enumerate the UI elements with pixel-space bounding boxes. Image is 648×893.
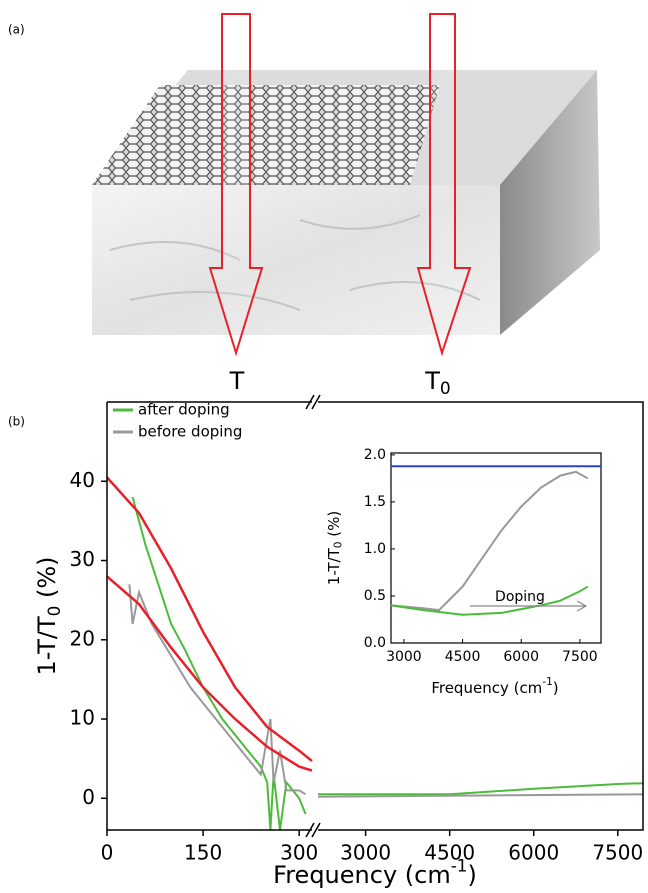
panel-label: (a) — [8, 23, 25, 37]
graphene-layer — [92, 85, 440, 185]
y-tick-label: 1.5 — [364, 494, 386, 510]
data-line — [390, 470, 589, 612]
x-tick-label: 150 — [184, 841, 222, 865]
data-line — [106, 575, 313, 772]
x-tick-label: 4500 — [445, 649, 481, 665]
axis-label: 1-T/T0 (%) — [325, 511, 345, 585]
axis-label-text: Frequency (cm — [431, 679, 542, 697]
data-line — [131, 496, 644, 831]
axis-label: Frequency (cm-1) — [431, 676, 558, 697]
x-tick-label: 7500 — [592, 841, 643, 865]
y-tick-label: 1.0 — [364, 541, 386, 557]
x-tick-label: 6000 — [503, 649, 539, 665]
axis-label-text: ) — [467, 861, 476, 889]
annotation-arrow — [470, 600, 588, 612]
x-tick-label: 7500 — [562, 649, 598, 665]
x-tick-label: 3000 — [386, 649, 422, 665]
data-line — [128, 584, 644, 798]
axis-label: 1-T/T0 (%) — [33, 557, 64, 676]
axis-label-text: (%) — [325, 511, 343, 542]
panel-label: (b) — [8, 415, 25, 429]
axis-label-sup: -1 — [542, 676, 552, 688]
y-tick-label: 0.0 — [364, 635, 386, 651]
legend-label: before doping — [138, 423, 242, 441]
arrow-label-base: T — [424, 367, 440, 395]
x-tick-label: 300 — [280, 841, 318, 865]
arrows — [208, 13, 472, 357]
x-tick-label: 3000 — [340, 841, 391, 865]
legend-label: after doping — [138, 401, 230, 419]
y-tick-label: 40 — [70, 468, 95, 492]
axis-label-text: ) — [553, 679, 559, 697]
y-tick-label: 2.0 — [364, 447, 386, 463]
axis-label-sup: -1 — [451, 855, 468, 875]
inset-frame — [390, 452, 602, 644]
y-tick-label: 20 — [70, 626, 95, 650]
axis-label-sub: 0 — [44, 606, 64, 617]
axis-break — [305, 394, 321, 838]
axis-label-text: Frequency (cm — [273, 861, 451, 889]
y-tick-label: 30 — [70, 547, 95, 571]
arrow-label: T — [229, 367, 245, 395]
arrow-label-sub: 0 — [440, 379, 451, 399]
axis-label: Frequency (cm-1) — [273, 855, 477, 889]
x-tick-label: 0 — [101, 841, 114, 865]
axis-frame — [106, 401, 644, 831]
axis-label-text: 1-T/T — [33, 616, 61, 675]
data-line — [106, 476, 313, 762]
axis-label-text: 1-T/T — [325, 547, 343, 585]
arrow-label: T0 — [424, 367, 451, 399]
data-line — [390, 585, 589, 616]
y-tick-label: 0.5 — [364, 588, 386, 604]
y-tick-label: 10 — [70, 706, 95, 730]
annotation: Doping — [495, 589, 545, 605]
axis-label-text: (%) — [33, 557, 61, 606]
x-tick-label: 6000 — [508, 841, 559, 865]
axis-label-sub: 0 — [333, 542, 345, 549]
y-tick-label: 0 — [82, 785, 95, 809]
x-tick-label: 4500 — [424, 841, 475, 865]
